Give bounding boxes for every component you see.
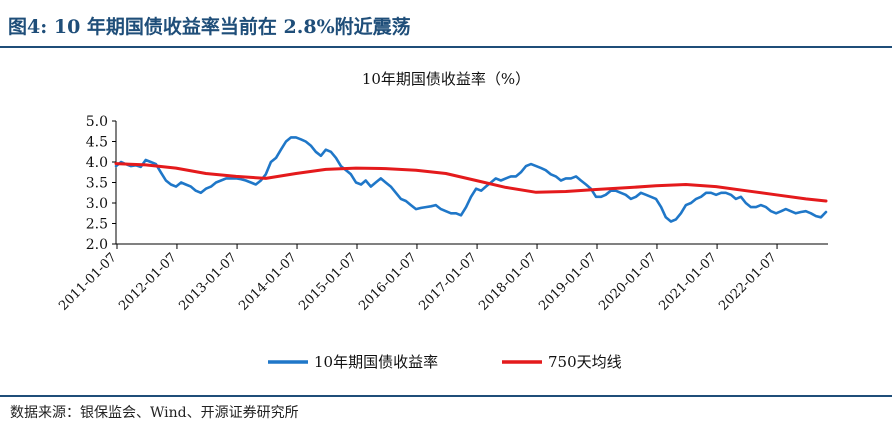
x-tick-label: 2018-01-07: [476, 250, 540, 314]
chart-title: 10年期国债收益率（%）: [361, 70, 531, 88]
top-rule: [0, 46, 892, 48]
x-tick-label: 2022-01-07: [716, 250, 780, 314]
x-tick-label: 2011-01-07: [56, 250, 120, 314]
legend-label-ma750: 750天均线: [548, 353, 622, 371]
figure-title: 图4: 10 年期国债收益率当前在 2.8%附近震荡: [8, 16, 411, 38]
x-tick-label: 2021-01-07: [656, 250, 720, 314]
x-tick-label: 2013-01-07: [176, 250, 240, 314]
y-tick-label: 3.0: [86, 196, 108, 212]
y-tick-label: 2.5: [86, 217, 108, 233]
chart-axes: 2.0 2.5 3.0 3.5 4.0 4.5 5.0 2011-01-072012-01-0…: [56, 114, 828, 314]
x-tick-label: 2020-01-07: [596, 250, 660, 314]
x-tick-label: 2017-01-07: [416, 250, 480, 314]
y-tick-label: 5.0: [86, 114, 108, 130]
chart-legend: 10年期国债收益率 750天均线: [268, 353, 622, 371]
series-line-yield: [114, 136, 828, 223]
x-tick-label: 2015-01-07: [296, 250, 360, 314]
series-line-ma750: [114, 162, 828, 203]
figure-header: 图4: 10 年期国债收益率当前在 2.8%附近震荡: [0, 0, 892, 50]
y-tick-label: 3.5: [86, 176, 108, 192]
chart-series: [114, 136, 828, 223]
x-tick-label: 2014-01-07: [236, 250, 300, 314]
line-chart: 2.0 2.5 3.0 3.5 4.0 4.5 5.0 2011-01-072012-01-0…: [56, 114, 828, 371]
x-tick-label: 2019-01-07: [536, 250, 600, 314]
y-tick-label: 4.0: [86, 155, 108, 171]
y-tick-label: 2.0: [86, 237, 108, 253]
y-tick-label: 4.5: [86, 135, 108, 151]
x-tick-label: 2012-01-07: [116, 250, 180, 314]
source-note: 数据来源：银保监会、Wind、开源证券研究所: [10, 405, 299, 421]
bottom-rule: [0, 395, 892, 397]
x-tick-label: 2016-01-07: [356, 250, 420, 314]
legend-label-yield: 10年期国债收益率: [314, 353, 438, 371]
